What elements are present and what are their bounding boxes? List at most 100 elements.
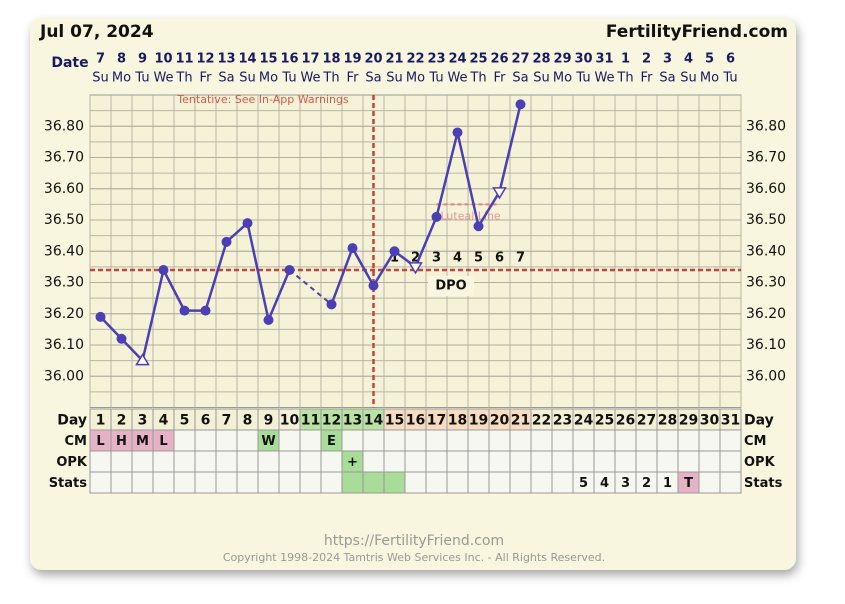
discarded-point <box>135 353 150 366</box>
temperature-point <box>263 315 274 325</box>
cell-text: H <box>116 434 127 449</box>
weekday: Sa <box>659 71 675 86</box>
dpo-number: 3 <box>432 251 441 266</box>
row-cell <box>173 450 196 473</box>
weekday: Sa <box>365 71 381 86</box>
row-cell <box>131 450 154 473</box>
date: 8 <box>117 52 126 67</box>
day-number: 15 <box>385 413 404 429</box>
tentative-note: Tentative: See In-App Warnings <box>176 93 349 106</box>
temperature-point <box>242 218 253 229</box>
day-number: 24 <box>574 413 594 429</box>
y-tick-label: 36.30 <box>44 275 84 291</box>
cell-text: 1 <box>663 476 672 491</box>
weekday: Tu <box>134 71 149 86</box>
weekday: Tu <box>428 71 443 86</box>
date: 11 <box>175 52 193 67</box>
row-cell <box>530 471 553 494</box>
row-cell <box>677 450 700 473</box>
cell-text: W <box>261 434 275 449</box>
weekday: Th <box>616 71 633 86</box>
weekday: Tu <box>575 71 590 86</box>
y-tick-label: 36.60 <box>44 181 84 197</box>
day-number: 3 <box>138 413 148 429</box>
weekday: Fr <box>494 71 507 86</box>
cell-text: L <box>96 434 104 449</box>
dpo-number: 5 <box>474 251 483 266</box>
date: 15 <box>259 52 277 67</box>
dpo-number: 1 <box>390 251 399 266</box>
date: 17 <box>301 52 319 67</box>
cell-text: 2 <box>642 476 651 491</box>
row-cell <box>383 450 406 473</box>
cell-text: T <box>684 476 693 491</box>
date: 23 <box>427 52 445 67</box>
cell-text: M <box>136 434 149 449</box>
dpo-number: 6 <box>495 251 504 266</box>
temperature-point <box>389 246 400 257</box>
row-cell <box>152 471 175 494</box>
row-label-right: CM <box>744 434 766 449</box>
day-number: 18 <box>448 413 467 429</box>
date: 7 <box>96 52 105 67</box>
row-cell <box>698 429 721 452</box>
weekday: Th <box>322 71 339 86</box>
row-label: Day <box>57 413 87 429</box>
row-cell <box>593 429 616 452</box>
temperature-point <box>179 305 190 316</box>
highlight-cell <box>383 471 406 494</box>
row-cell <box>236 471 259 494</box>
row-cell <box>173 471 196 494</box>
site-name[interactable]: FertilityFriend.com <box>606 22 788 42</box>
temperature-point <box>473 221 484 232</box>
weekday: Su <box>533 71 550 86</box>
y-tick-label: 36.80 <box>44 118 84 134</box>
date: 22 <box>406 52 424 67</box>
weekday: Mo <box>700 71 719 86</box>
y-tick-label-right: 36.70 <box>746 150 786 166</box>
day-number: 13 <box>343 413 362 429</box>
row-label: Stats <box>49 476 88 491</box>
day-number: 22 <box>532 413 551 429</box>
day-number: 31 <box>721 413 740 429</box>
weekday: Th <box>469 71 486 86</box>
dpo-number: 2 <box>411 251 420 266</box>
date: 27 <box>511 52 529 67</box>
highlight-cell <box>677 471 700 494</box>
row-cell <box>677 429 700 452</box>
weekday: Tu <box>281 71 296 86</box>
gap-connector <box>288 269 333 306</box>
cell-text: E <box>327 434 336 449</box>
y-tick-label-right: 36.50 <box>746 212 786 228</box>
weekday: Sa <box>218 71 234 86</box>
row-cell <box>572 450 595 473</box>
weekday: Th <box>175 71 192 86</box>
row-cell <box>89 471 112 494</box>
weekday: Mo <box>112 71 131 86</box>
luteal-label: Luteal Line <box>441 209 501 222</box>
row-cell <box>656 450 679 473</box>
row-cell <box>425 471 448 494</box>
dpo-box <box>428 276 474 296</box>
day-number: 4 <box>159 413 169 429</box>
weekday: Mo <box>406 71 425 86</box>
row-cell <box>362 429 385 452</box>
row-cell <box>404 450 427 473</box>
row-cell <box>257 450 280 473</box>
row-cell <box>719 429 742 452</box>
temperature-line <box>99 104 522 364</box>
date: 6 <box>726 52 735 67</box>
row-cell <box>110 471 133 494</box>
dpo-number: 4 <box>453 251 462 266</box>
day-number: 25 <box>595 413 614 429</box>
day-number: 28 <box>658 413 677 429</box>
weekday: We <box>300 71 320 86</box>
date: 9 <box>138 52 147 67</box>
cell-text: + <box>347 455 358 470</box>
footer-url[interactable]: https://FertilityFriend.com <box>324 533 504 549</box>
y-tick-label-right: 36.60 <box>746 181 786 197</box>
row-cell <box>635 429 658 452</box>
row-cell <box>446 450 469 473</box>
row-cell <box>110 450 133 473</box>
row-label: OPK <box>56 455 88 470</box>
